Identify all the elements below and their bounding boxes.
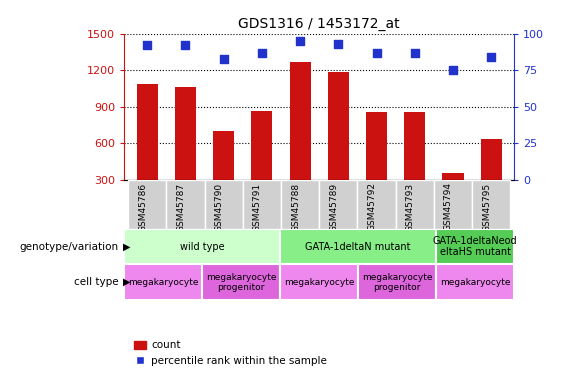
- Bar: [436, 264, 514, 300]
- Text: cell type: cell type: [74, 277, 119, 287]
- Bar: [137, 84, 158, 217]
- Point: [449, 68, 458, 74]
- Bar: [366, 112, 387, 217]
- Text: ▶: ▶: [123, 277, 130, 287]
- Bar: [290, 62, 311, 217]
- Bar: [280, 264, 358, 300]
- Title: GDS1316 / 1453172_at: GDS1316 / 1453172_at: [238, 17, 400, 32]
- Bar: [319, 180, 358, 229]
- Bar: [175, 87, 196, 217]
- Point: [143, 42, 152, 48]
- Bar: [128, 180, 166, 229]
- Point: [258, 50, 267, 56]
- Point: [219, 56, 228, 62]
- Bar: [281, 180, 319, 229]
- Text: megakaryocyte
progenitor: megakaryocyte progenitor: [362, 273, 432, 291]
- Bar: [251, 111, 272, 217]
- Text: GSM45794: GSM45794: [444, 183, 453, 231]
- Point: [295, 38, 305, 44]
- Bar: [328, 72, 349, 217]
- Text: megakaryocyte: megakaryocyte: [128, 278, 198, 286]
- Text: GSM45788: GSM45788: [291, 183, 300, 231]
- Point: [486, 54, 496, 60]
- Bar: [202, 264, 280, 300]
- Text: GSM45786: GSM45786: [138, 183, 147, 231]
- Text: GSM45791: GSM45791: [253, 183, 262, 231]
- Bar: [436, 229, 514, 264]
- Bar: [442, 172, 463, 217]
- Text: GSM45795: GSM45795: [482, 183, 491, 231]
- Bar: [205, 180, 243, 229]
- Text: GSM45793: GSM45793: [406, 183, 415, 231]
- Text: wild type: wild type: [180, 242, 224, 252]
- Point: [334, 41, 343, 47]
- Bar: [472, 180, 510, 229]
- Text: GSM45790: GSM45790: [215, 183, 224, 231]
- Text: megakaryocyte: megakaryocyte: [440, 278, 510, 286]
- Text: genotype/variation: genotype/variation: [20, 242, 119, 252]
- Bar: [280, 229, 436, 264]
- Bar: [405, 112, 425, 217]
- Bar: [166, 180, 205, 229]
- Bar: [358, 180, 395, 229]
- Point: [372, 50, 381, 56]
- Point: [410, 50, 419, 56]
- Text: GSM45787: GSM45787: [176, 183, 185, 231]
- Text: ▶: ▶: [123, 242, 130, 252]
- Bar: [243, 180, 281, 229]
- Bar: [124, 229, 280, 264]
- Text: GSM45789: GSM45789: [329, 183, 338, 231]
- Legend: count, percentile rank within the sample: count, percentile rank within the sample: [129, 336, 332, 370]
- Text: GATA-1deltaNeod
eltaHS mutant: GATA-1deltaNeod eltaHS mutant: [433, 236, 518, 257]
- Bar: [213, 131, 234, 217]
- Bar: [358, 264, 436, 300]
- Text: GATA-1deltaN mutant: GATA-1deltaN mutant: [306, 242, 411, 252]
- Bar: [434, 180, 472, 229]
- Bar: [396, 180, 434, 229]
- Bar: [124, 264, 202, 300]
- Text: megakaryocyte
progenitor: megakaryocyte progenitor: [206, 273, 276, 291]
- Bar: [481, 139, 502, 217]
- Text: megakaryocyte: megakaryocyte: [284, 278, 354, 286]
- Point: [181, 42, 190, 48]
- Text: GSM45792: GSM45792: [368, 183, 376, 231]
